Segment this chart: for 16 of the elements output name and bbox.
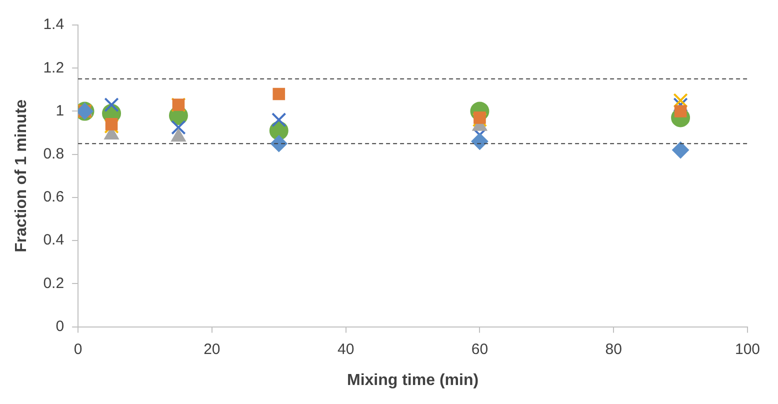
y-tick-label: 1.4 [43, 16, 64, 34]
x-tick-label: 40 [337, 340, 354, 358]
x-tick-label: 60 [471, 340, 488, 358]
x-tick-label: 0 [74, 340, 82, 358]
y-tick-label: 1.2 [43, 59, 64, 76]
y-tick-label: 0 [56, 318, 64, 335]
x-axis-title: Mixing time (min) [346, 372, 479, 389]
y-tick-label: 1 [56, 102, 64, 120]
y-axis-title: Fraction of 1 minute [13, 99, 30, 252]
x-tick-label: 100 [734, 340, 760, 358]
y-tick-label: 0.2 [43, 274, 64, 292]
x-tick-label: 80 [605, 340, 622, 358]
y-tick-label: 0.8 [43, 145, 64, 162]
y-tick-label: 0.6 [43, 188, 64, 206]
y-tick-label: 0.4 [43, 232, 64, 249]
x-tick-label: 20 [204, 340, 220, 358]
